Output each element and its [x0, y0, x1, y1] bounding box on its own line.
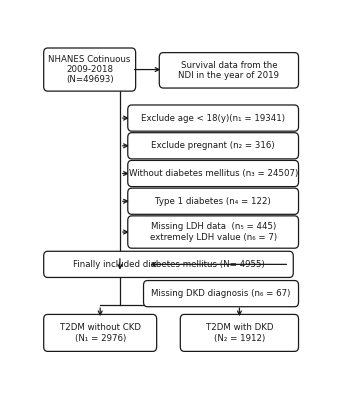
FancyBboxPatch shape	[44, 48, 136, 91]
Text: Survival data from the
NDI in the year of 2019: Survival data from the NDI in the year o…	[178, 61, 279, 80]
Text: Missing DKD diagnosis (n₆ = 67): Missing DKD diagnosis (n₆ = 67)	[151, 289, 291, 298]
Text: NHANES Cotinuous
2009-2018
(N=49693): NHANES Cotinuous 2009-2018 (N=49693)	[48, 55, 131, 84]
Text: Exclude age < 18(y)(n₁ = 19341): Exclude age < 18(y)(n₁ = 19341)	[141, 114, 285, 122]
FancyBboxPatch shape	[159, 53, 299, 88]
FancyBboxPatch shape	[44, 251, 293, 278]
FancyBboxPatch shape	[128, 160, 299, 186]
Text: Finally included diabetes mellitus (N= 4955): Finally included diabetes mellitus (N= 4…	[73, 260, 264, 269]
Text: Without diabetes mellitus (n₃ = 24507): Without diabetes mellitus (n₃ = 24507)	[128, 169, 298, 178]
FancyBboxPatch shape	[128, 188, 299, 214]
FancyBboxPatch shape	[128, 133, 299, 159]
Text: Exclude pregnant (n₂ = 316): Exclude pregnant (n₂ = 316)	[151, 141, 275, 150]
Text: Type 1 diabetes (n₄ = 122): Type 1 diabetes (n₄ = 122)	[155, 197, 271, 206]
FancyBboxPatch shape	[128, 105, 299, 131]
FancyBboxPatch shape	[44, 314, 157, 351]
Text: T2DM with DKD
(N₂ = 1912): T2DM with DKD (N₂ = 1912)	[206, 323, 273, 342]
Text: Missing LDH data  (n₅ = 445)
extremely LDH value (n₆ = 7): Missing LDH data (n₅ = 445) extremely LD…	[149, 222, 277, 242]
FancyBboxPatch shape	[128, 216, 299, 248]
FancyBboxPatch shape	[180, 314, 299, 351]
FancyBboxPatch shape	[143, 280, 299, 307]
Text: T2DM without CKD
(N₁ = 2976): T2DM without CKD (N₁ = 2976)	[60, 323, 141, 342]
